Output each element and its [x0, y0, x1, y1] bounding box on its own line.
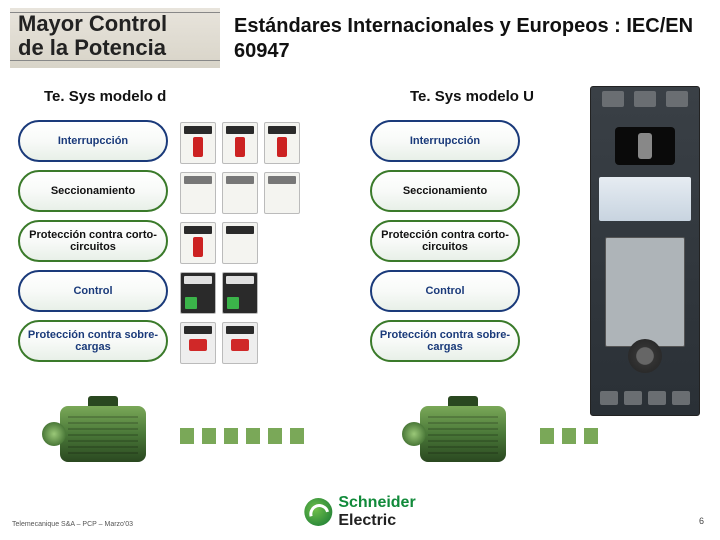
device-overload-relay-icon — [222, 322, 258, 364]
subtitle-block: Estándares Internacionales y Europeos : … — [220, 8, 710, 64]
feature-pill: Protección contra sobre-cargas — [18, 320, 168, 362]
schneider-swirl-icon — [304, 498, 332, 526]
feature-pill: Protección contra sobre-cargas — [370, 320, 520, 362]
device-adjustment-dial-icon — [628, 339, 662, 373]
feature-pill: Interrupcción — [18, 120, 168, 162]
feature-pill: Protección contra corto-circuitos — [370, 220, 520, 262]
feature-pill: Control — [18, 270, 168, 312]
device-contactor-icon — [180, 272, 216, 314]
device-row — [180, 318, 310, 368]
feature-pill: Interrupcción — [370, 120, 520, 162]
device-breaker-icon — [222, 122, 258, 164]
device-modelo-u — [590, 86, 700, 416]
device-terminals-bottom — [597, 391, 693, 411]
device-disconnect-icon — [222, 172, 258, 214]
device-contactor-icon — [222, 272, 258, 314]
device-overload-relay-icon — [180, 322, 216, 364]
device-disconnect-icon — [180, 172, 216, 214]
device-row — [180, 218, 310, 268]
slide-header: Mayor Control de la Potencia Estándares … — [10, 8, 710, 78]
subtitle-text: Estándares Internacionales y Europeos : … — [234, 14, 710, 64]
device-breaker-icon — [180, 122, 216, 164]
device-row — [180, 168, 310, 218]
device-column-modelo-d — [180, 118, 310, 368]
footer-brand: Schneider Electric — [304, 494, 415, 530]
connection-dashes-icon — [180, 428, 310, 444]
footer-brand-text: Schneider Electric — [338, 494, 415, 530]
feature-pill: Seccionamiento — [370, 170, 520, 212]
pill-column-left: Interrupcción Seccionamiento Protección co… — [18, 120, 168, 370]
device-terminals-top — [597, 91, 693, 111]
pill-column-right: Interrupcción Seccionamiento Protección co… — [370, 120, 520, 370]
device-rotary-handle-icon — [615, 127, 675, 165]
motor-illustration-left — [40, 400, 170, 470]
title-logo-block: Mayor Control de la Potencia — [10, 8, 220, 68]
page-number: 6 — [699, 516, 704, 526]
column-title-right: Te. Sys modelo U — [410, 88, 534, 105]
device-module-window — [605, 237, 685, 347]
footer-note: Telemecanique S&A – PCP – Marzo'03 — [12, 521, 133, 528]
brand-word-b: Electric — [338, 512, 396, 529]
feature-pill: Control — [370, 270, 520, 312]
title-line-2: de la Potencia — [18, 36, 212, 60]
motor-illustration-right — [400, 400, 530, 470]
title-line-1: Mayor Control — [18, 12, 212, 36]
brand-word-a: Schneider — [338, 494, 415, 511]
column-title-left: Te. Sys modelo d — [44, 88, 166, 105]
device-short-circuit-icon — [180, 222, 216, 264]
device-row — [180, 118, 310, 168]
connection-dashes-icon — [540, 428, 600, 444]
device-fuse-icon — [222, 222, 258, 264]
device-disconnect-icon — [264, 172, 300, 214]
feature-pill: Seccionamiento — [18, 170, 168, 212]
device-row — [180, 268, 310, 318]
device-rating-label — [599, 177, 691, 221]
feature-pill: Protección contra corto-circuitos — [18, 220, 168, 262]
device-breaker-icon — [264, 122, 300, 164]
